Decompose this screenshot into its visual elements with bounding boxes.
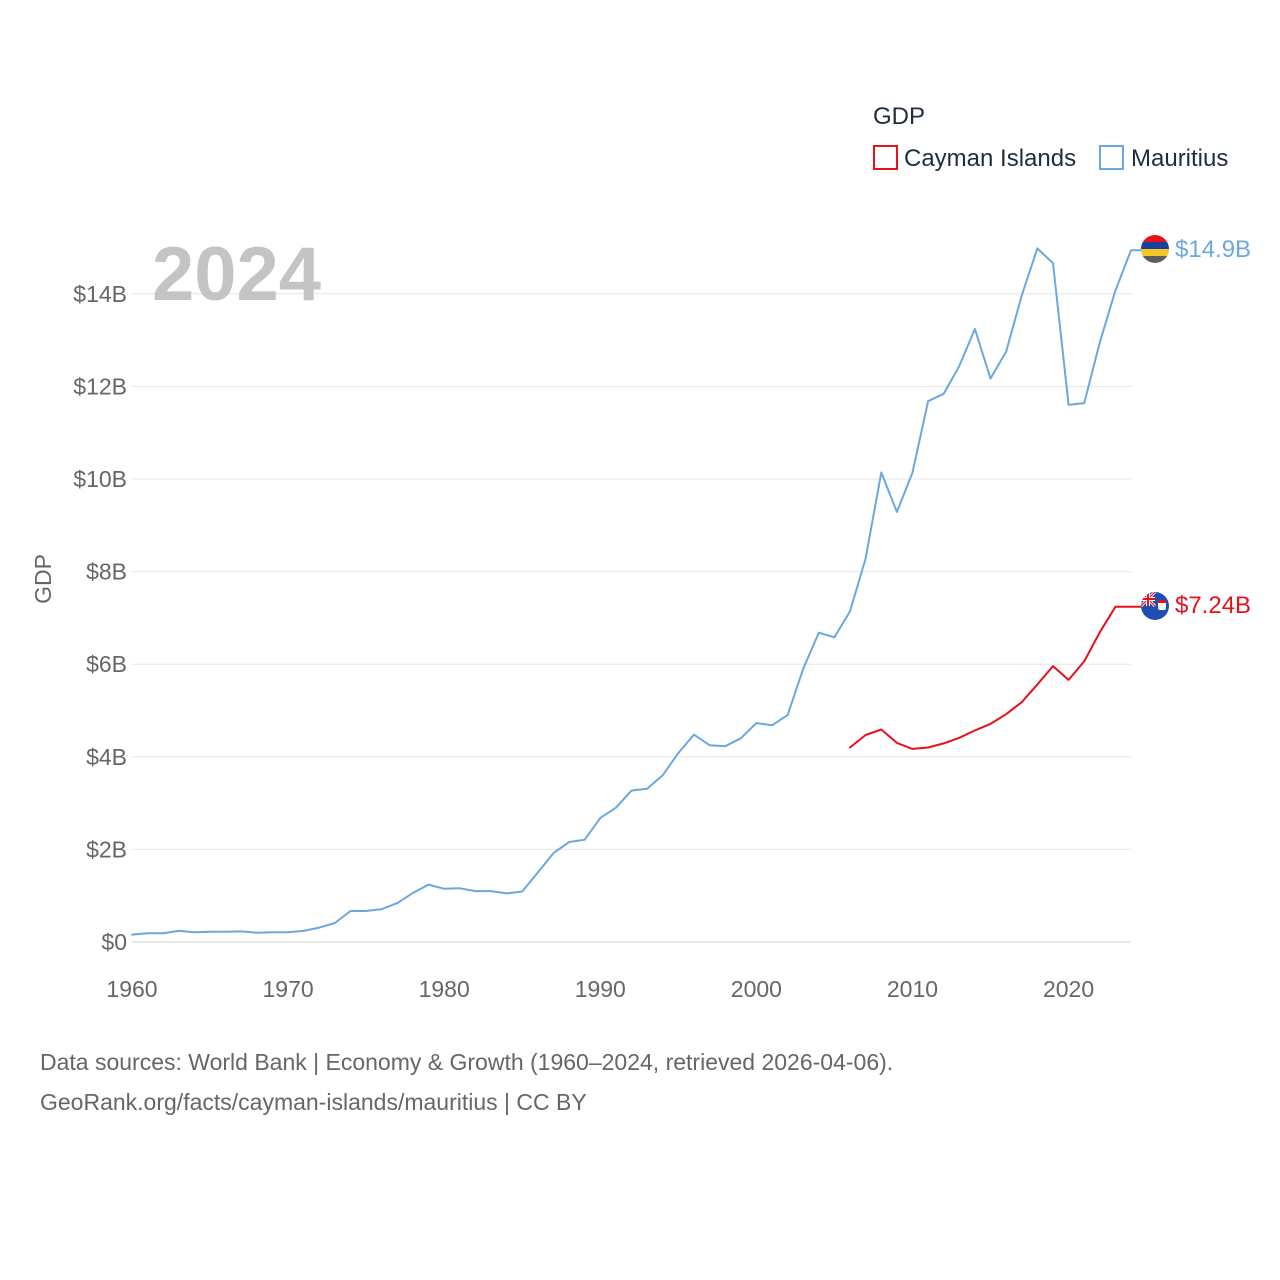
legend-label-cayman-islands: Cayman Islands	[904, 145, 1076, 172]
series-lines	[131, 247, 1142, 936]
end-label-cayman-islands: $7.24B	[1175, 592, 1251, 619]
legend-title: GDP	[873, 103, 925, 130]
x-tick-label: 1990	[575, 976, 626, 1002]
x-axis-ticks: 1960 1970 1980 1990 2000 2010 2020	[106, 976, 1094, 1002]
y-axis-title: GDP	[30, 554, 56, 604]
year-watermark: 2024	[152, 232, 321, 317]
y-tick-label: $2B	[86, 836, 127, 862]
legend-label-mauritius: Mauritius	[1131, 145, 1228, 172]
y-axis-ticks: $0 $2B $4B $6B $8B $10B $12B $14B	[73, 281, 127, 955]
grid-lines	[132, 293, 1131, 943]
legend-item-cayman-islands[interactable]: Cayman Islands	[873, 145, 1076, 172]
y-tick-label: $0	[101, 929, 127, 955]
source-footer: Data sources: World Bank | Economy & Gro…	[40, 1042, 893, 1122]
cayman-islands-flag-icon	[1141, 592, 1169, 620]
x-tick-label: 2000	[731, 976, 782, 1002]
legend-swatch-mauritius	[1099, 145, 1124, 170]
y-tick-label: $12B	[73, 373, 127, 399]
legend: GDP Cayman Islands Mauritius	[873, 103, 1228, 172]
x-tick-label: 1960	[106, 976, 157, 1002]
series-line-mauritius	[131, 247, 1142, 936]
x-tick-label: 2010	[887, 976, 938, 1002]
legend-swatch-cayman-islands	[873, 145, 898, 170]
legend-item-mauritius[interactable]: Mauritius	[1099, 145, 1228, 172]
x-tick-label: 2020	[1043, 976, 1094, 1002]
y-tick-label: $10B	[73, 466, 127, 492]
x-tick-label: 1970	[263, 976, 314, 1002]
y-tick-label: $8B	[86, 559, 127, 585]
end-label-mauritius: $14.9B	[1175, 236, 1251, 263]
series-line-cayman-islands	[849, 605, 1142, 750]
mauritius-flag-icon	[1141, 235, 1169, 263]
footer-sources: Data sources: World Bank | Economy & Gro…	[40, 1049, 894, 1075]
y-tick-label: $4B	[86, 744, 127, 770]
y-tick-label: $6B	[86, 651, 127, 677]
footer-attribution[interactable]: GeoRank.org/facts/cayman-islands/mauriti…	[40, 1089, 587, 1115]
x-tick-label: 1980	[419, 976, 470, 1002]
y-tick-label: $14B	[73, 281, 127, 307]
